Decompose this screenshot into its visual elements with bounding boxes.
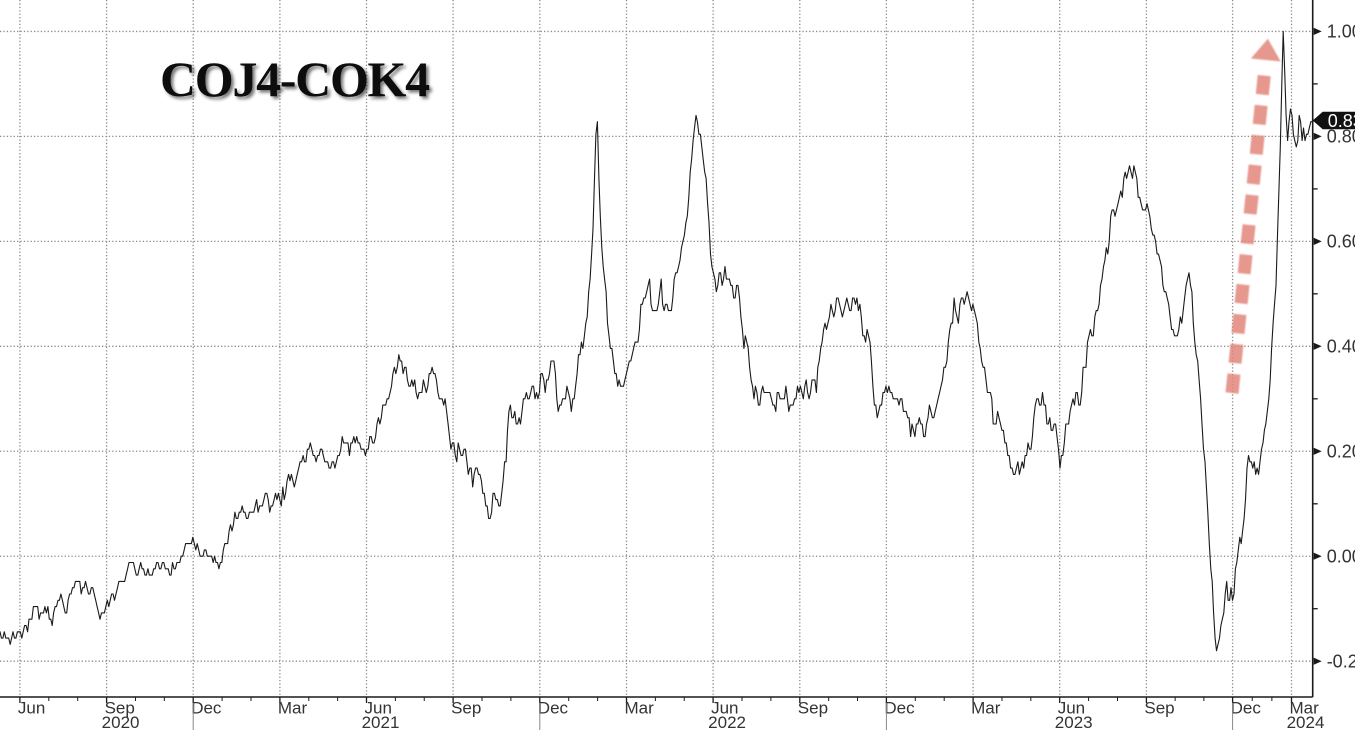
- svg-text:2020: 2020: [102, 713, 140, 732]
- svg-text:Sep: Sep: [798, 698, 828, 717]
- svg-text:Jun: Jun: [18, 698, 45, 717]
- svg-text:2022: 2022: [708, 713, 746, 732]
- svg-text:Dec: Dec: [1231, 698, 1262, 717]
- svg-text:Dec: Dec: [191, 698, 222, 717]
- svg-text:0.60: 0.60: [1327, 232, 1355, 252]
- svg-text:0.83: 0.83: [1328, 111, 1355, 131]
- svg-text:Dec: Dec: [884, 698, 915, 717]
- svg-text:Sep: Sep: [1144, 698, 1174, 717]
- svg-text:Sep: Sep: [451, 698, 481, 717]
- svg-text:2021: 2021: [362, 713, 400, 732]
- svg-text:Mar: Mar: [971, 698, 1001, 717]
- svg-text:Mar: Mar: [278, 698, 308, 717]
- svg-text:0.00: 0.00: [1327, 546, 1355, 566]
- svg-text:0.20: 0.20: [1327, 442, 1355, 462]
- svg-text:Mar: Mar: [625, 698, 655, 717]
- svg-text:Dec: Dec: [538, 698, 569, 717]
- svg-text:2023: 2023: [1055, 713, 1093, 732]
- svg-text:2024: 2024: [1287, 713, 1325, 732]
- svg-text:0.40: 0.40: [1327, 337, 1355, 357]
- svg-text:1.00: 1.00: [1327, 22, 1355, 42]
- svg-text:-0.20: -0.20: [1327, 651, 1355, 671]
